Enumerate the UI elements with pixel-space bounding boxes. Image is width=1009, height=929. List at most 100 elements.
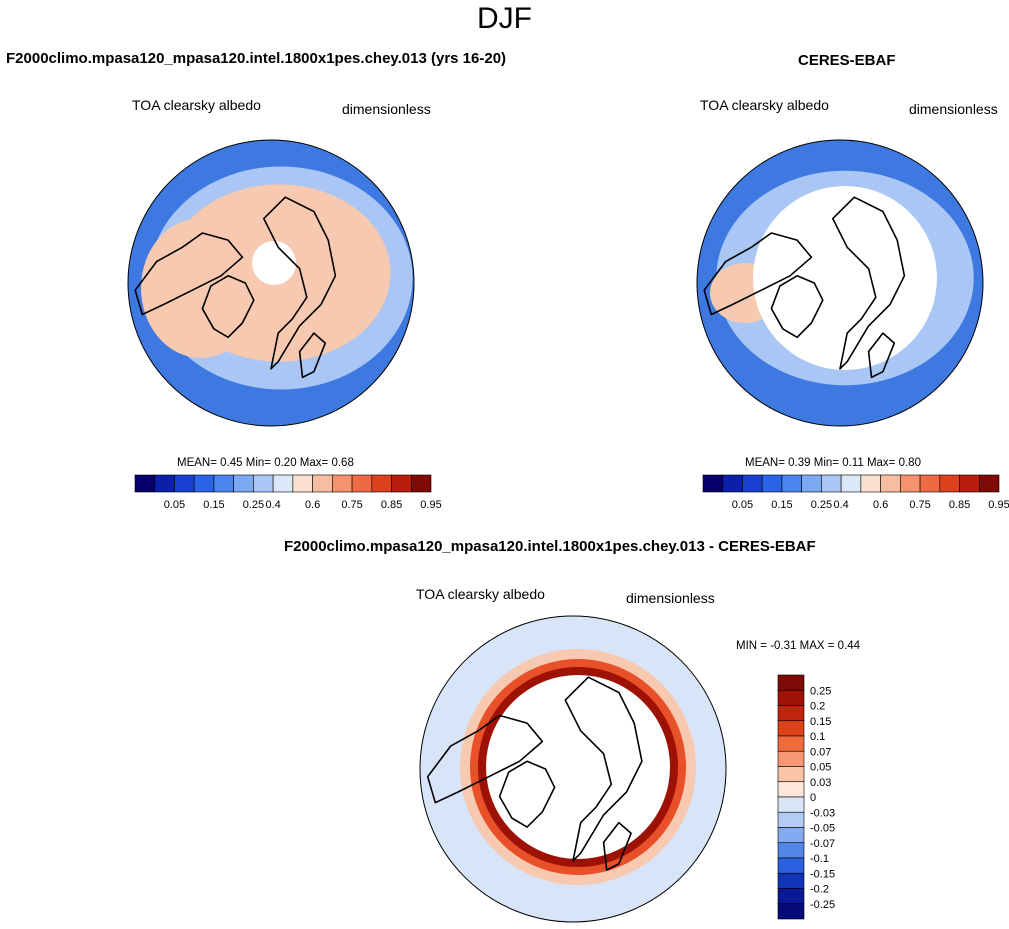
- polar-map-model: [127, 139, 415, 427]
- stats-model: MEAN= 0.45 Min= 0.20 Max= 0.68: [177, 457, 354, 469]
- coastline: [263, 196, 337, 370]
- model-colorbar-swatch: [154, 474, 175, 493]
- diff-colorbar-swatch: [777, 766, 805, 783]
- obs-colorbar-swatch: [959, 474, 980, 493]
- model-colorbar-tick-label: 0.4: [265, 499, 280, 511]
- obs-colorbar-tick-label: 0.95: [988, 499, 1009, 511]
- obs-colorbar-tick-label: 0.75: [909, 499, 930, 511]
- model-colorbar-swatch: [253, 474, 274, 493]
- diff-colorbar-tick-label: 0.2: [810, 701, 825, 713]
- obs-colorbar-swatch: [840, 474, 862, 493]
- map-border: [696, 139, 984, 427]
- obs-colorbar-swatch: [939, 474, 960, 493]
- map-border: [127, 139, 415, 427]
- model-colorbar-tick-label: 0.85: [381, 499, 402, 511]
- diff-colorbar-swatch: [777, 674, 805, 691]
- diff-colorbar-swatch: [777, 811, 805, 828]
- polar-map-obs: [696, 139, 984, 427]
- diff-colorbar-swatch: [777, 735, 805, 752]
- diff-colorbar-tick-label: 0.1: [810, 731, 825, 743]
- max-value: 0.68: [331, 457, 354, 469]
- max-label: MAX =: [799, 640, 835, 652]
- model-colorbar-swatch: [292, 474, 313, 493]
- panel-variable-obs: TOA clearsky albedo: [700, 97, 829, 113]
- colorbar-model: 0.05 0.15 0.25 0.4 0.6 0.75 0.85 0.95: [134, 474, 442, 511]
- diff-colorbar-tick-label: 0: [810, 792, 816, 804]
- obs-colorbar-tick-label: 0.85: [949, 499, 970, 511]
- obs-colorbar-swatch: [742, 474, 763, 493]
- diff-colorbar-swatch: [777, 689, 805, 706]
- panel-title-obs: CERES-EBAF: [798, 52, 896, 69]
- max-label: Max=: [866, 457, 896, 469]
- obs-colorbar-swatch: [900, 474, 921, 493]
- diff-colorbar-swatch: [777, 705, 805, 722]
- min-label: Min=: [245, 457, 271, 469]
- obs-colorbar-tick-label: 0.6: [873, 499, 888, 511]
- model-colorbar-swatch: [213, 474, 234, 493]
- diff-colorbar-swatch: [777, 796, 805, 813]
- min-value: 0.20: [274, 457, 297, 469]
- panel-units-model: dimensionless: [342, 101, 431, 117]
- canada-field: [141, 218, 261, 358]
- obs-colorbar-swatch: [801, 474, 822, 493]
- min-value: -0.31: [770, 640, 797, 652]
- diff-colorbar-tick-label: 0.05: [810, 762, 831, 774]
- panel-variable-diff: TOA clearsky albedo: [416, 586, 545, 602]
- model-colorbar-swatch: [391, 474, 412, 493]
- stats-obs: MEAN= 0.39 Min= 0.11 Max= 0.80: [745, 457, 921, 469]
- obs-colorbar-swatch: [880, 474, 901, 493]
- diff-colorbar-tick-label: 0.25: [810, 685, 831, 697]
- diff-colorbar-tick-label: -0.07: [810, 838, 835, 850]
- panel-variable-model: TOA clearsky albedo: [132, 97, 261, 113]
- model-colorbar-swatch: [174, 474, 195, 493]
- model-colorbar-tick-label: 0.15: [203, 499, 224, 511]
- min-label: MIN =: [736, 640, 767, 652]
- model-colorbar-swatch: [332, 474, 353, 493]
- diff-colorbar-tick-label: 0.15: [810, 716, 831, 728]
- model-colorbar-swatch: [312, 474, 333, 493]
- model-colorbar-tick-label: 0.05: [164, 499, 185, 511]
- model-colorbar-tick-label: 0.75: [341, 499, 362, 511]
- diff-colorbar-swatch: [777, 857, 805, 874]
- obs-colorbar-swatch: [919, 474, 941, 493]
- diff-colorbar-swatch: [777, 903, 805, 920]
- polar-map-diff: [419, 615, 727, 923]
- panel-title-model: F2000climo.mpasa120_mpasa120.intel.1800x…: [6, 50, 507, 67]
- diff-colorbar-swatch: [777, 781, 805, 798]
- coastline: [602, 821, 632, 871]
- max-value: 0.80: [898, 457, 921, 469]
- mean-label: MEAN=: [745, 457, 785, 469]
- diff-colorbar-swatch: [777, 842, 805, 859]
- panel-title-diff: F2000climo.mpasa120_mpasa120.intel.1800x…: [284, 538, 816, 555]
- polar-gap: [753, 186, 937, 370]
- model-colorbar-swatch: [351, 474, 373, 493]
- diff-colorbar-tick-label: -0.15: [810, 868, 835, 880]
- mean-label: MEAN=: [177, 457, 217, 469]
- panel-units-obs: dimensionless: [909, 101, 998, 117]
- polar-gap: [252, 241, 296, 285]
- diff-colorbar-tick-label: -0.2: [810, 884, 829, 896]
- model-colorbar-tick-label: 0.95: [420, 499, 441, 511]
- diff-colorbar-swatch: [777, 750, 805, 767]
- coastline: [703, 232, 813, 316]
- diff-colorbar-tick-label: -0.05: [810, 823, 835, 835]
- coastline: [426, 714, 544, 804]
- obs-colorbar-swatch: [702, 474, 724, 493]
- obs-colorbar-swatch: [781, 474, 802, 493]
- mean-value: 0.45: [220, 457, 243, 469]
- coastline: [867, 332, 896, 379]
- model-colorbar-swatch: [371, 474, 392, 493]
- polar-gap: [486, 675, 670, 859]
- obs-colorbar-swatch: [722, 474, 743, 493]
- model-colorbar-tick-label: 0.6: [305, 499, 320, 511]
- obs-colorbar-tick-label: 0.4: [833, 499, 848, 511]
- diff-colorbar-swatch: [777, 720, 805, 737]
- model-colorbar-swatch: [272, 474, 294, 493]
- diff-colorbar-tick-label: 0.07: [810, 746, 831, 758]
- coastline: [201, 275, 255, 339]
- page-title: DJF: [477, 2, 532, 35]
- coastline: [770, 275, 824, 339]
- coastline: [498, 760, 556, 828]
- coastline: [134, 232, 244, 316]
- panel-units-diff: dimensionless: [626, 590, 715, 606]
